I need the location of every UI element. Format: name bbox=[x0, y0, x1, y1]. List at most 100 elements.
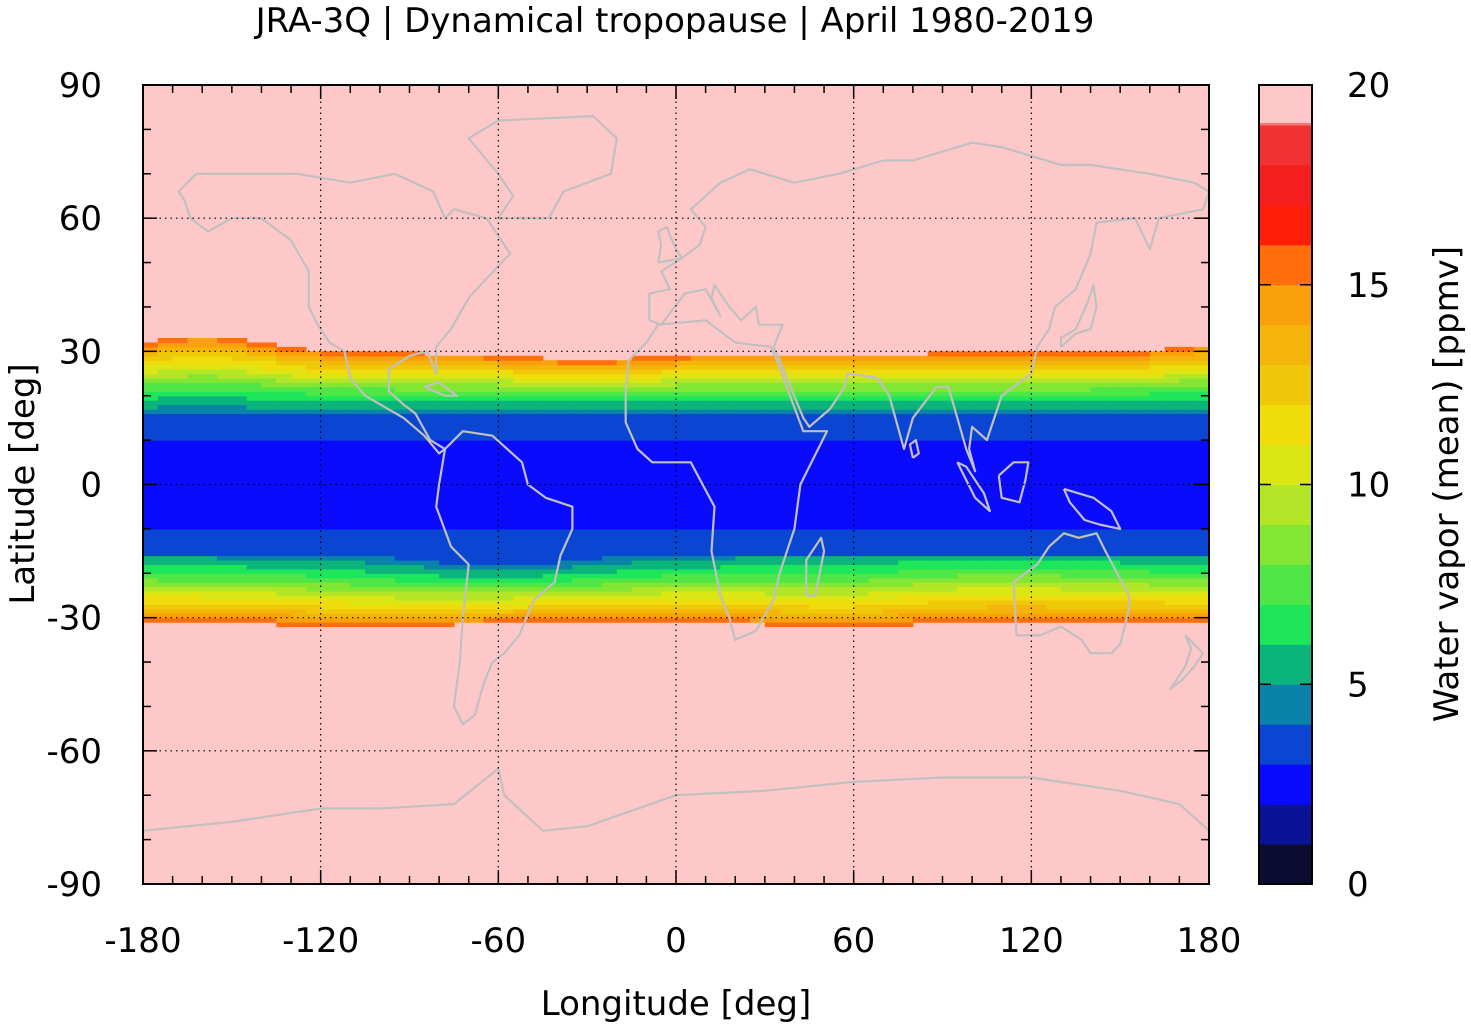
field-cell bbox=[468, 360, 485, 366]
field-cell bbox=[898, 488, 914, 494]
field-cell bbox=[424, 542, 440, 548]
field-cell bbox=[394, 471, 411, 477]
field-cell bbox=[261, 586, 277, 592]
field-cell bbox=[1046, 591, 1062, 597]
field-cell bbox=[676, 404, 692, 410]
field-cell bbox=[942, 546, 958, 552]
field-cell bbox=[690, 559, 707, 565]
field-cell bbox=[542, 377, 559, 384]
field-cell bbox=[261, 413, 277, 419]
field-cell bbox=[661, 422, 677, 428]
field-cell bbox=[1194, 586, 1209, 592]
field-cell bbox=[927, 586, 944, 592]
field-cell bbox=[572, 386, 588, 392]
field-cell bbox=[720, 555, 736, 561]
field-cell bbox=[690, 617, 707, 623]
field-cell bbox=[735, 524, 751, 530]
field-cell bbox=[187, 413, 203, 419]
field-cell bbox=[483, 551, 499, 557]
field-cell bbox=[1031, 373, 1047, 379]
field-cell bbox=[646, 355, 662, 361]
field-cell bbox=[912, 435, 929, 441]
field-cell bbox=[572, 573, 588, 579]
field-cell bbox=[661, 502, 677, 508]
field-cell bbox=[735, 533, 751, 539]
field-cell bbox=[1105, 546, 1121, 552]
field-cell bbox=[231, 568, 248, 574]
field-cell bbox=[305, 591, 322, 597]
field-cell bbox=[824, 453, 840, 459]
field-cell bbox=[1060, 369, 1077, 375]
field-cell bbox=[1060, 480, 1077, 486]
field-cell bbox=[557, 488, 573, 494]
field-cell bbox=[350, 559, 366, 565]
field-cell bbox=[1090, 480, 1106, 486]
field-cell bbox=[527, 466, 544, 472]
field-cell bbox=[883, 617, 899, 623]
field-cell bbox=[942, 604, 958, 610]
field-cell bbox=[1031, 604, 1047, 610]
field-cell bbox=[261, 604, 277, 610]
field-cell bbox=[335, 551, 351, 557]
field-cell bbox=[735, 466, 751, 472]
field-cell bbox=[898, 591, 914, 597]
field-cell bbox=[468, 533, 485, 539]
field-cell bbox=[246, 364, 263, 370]
field-cell bbox=[631, 564, 647, 570]
field-cell bbox=[379, 417, 396, 423]
field-cell bbox=[157, 400, 174, 406]
field-cell bbox=[1149, 377, 1166, 384]
field-cell bbox=[735, 400, 751, 406]
field-cell bbox=[143, 413, 159, 419]
field-cell bbox=[1060, 537, 1077, 543]
field-cell bbox=[690, 413, 707, 419]
field-cell bbox=[291, 448, 307, 455]
field-cell bbox=[217, 391, 233, 397]
field-cell bbox=[1031, 551, 1047, 557]
field-cell bbox=[1149, 586, 1166, 592]
field-cell bbox=[794, 493, 810, 499]
field-cell bbox=[1120, 524, 1136, 530]
field-cell bbox=[1120, 515, 1136, 521]
field-cell bbox=[1016, 431, 1032, 437]
field-cell bbox=[838, 493, 855, 499]
field-cell bbox=[1001, 493, 1018, 499]
field-cell bbox=[246, 524, 263, 530]
field-cell bbox=[883, 360, 899, 366]
field-cell bbox=[809, 360, 825, 366]
field-cell bbox=[1194, 515, 1209, 521]
field-cell bbox=[631, 599, 647, 605]
field-cell bbox=[587, 497, 603, 503]
field-cell bbox=[439, 448, 455, 455]
field-cell bbox=[1016, 386, 1032, 392]
field-cell bbox=[1075, 471, 1092, 477]
field-cell bbox=[542, 400, 559, 406]
field-cell bbox=[868, 568, 884, 574]
field-cell bbox=[409, 404, 425, 410]
field-cell bbox=[202, 604, 218, 610]
field-cell bbox=[439, 506, 455, 512]
field-cell bbox=[335, 524, 351, 530]
field-cell bbox=[1164, 506, 1180, 512]
field-cell bbox=[1046, 373, 1062, 379]
field-cell bbox=[1105, 404, 1121, 410]
field-cell bbox=[942, 542, 958, 548]
field-cell bbox=[231, 364, 248, 370]
field-cell bbox=[527, 573, 544, 579]
field-cell bbox=[394, 497, 411, 503]
field-cell bbox=[853, 555, 870, 561]
field-cell bbox=[661, 555, 677, 561]
field-cell bbox=[557, 435, 573, 441]
field-cell bbox=[291, 373, 307, 379]
field-cell bbox=[498, 608, 514, 614]
field-cell bbox=[809, 564, 825, 570]
field-cell bbox=[143, 435, 159, 441]
field-cell bbox=[424, 599, 440, 605]
field-cell bbox=[972, 608, 988, 614]
field-cell bbox=[542, 435, 559, 441]
field-cell bbox=[513, 613, 529, 619]
field-cell bbox=[720, 591, 736, 597]
field-cell bbox=[453, 582, 470, 588]
field-cell bbox=[305, 524, 322, 530]
field-cell bbox=[1149, 537, 1166, 543]
